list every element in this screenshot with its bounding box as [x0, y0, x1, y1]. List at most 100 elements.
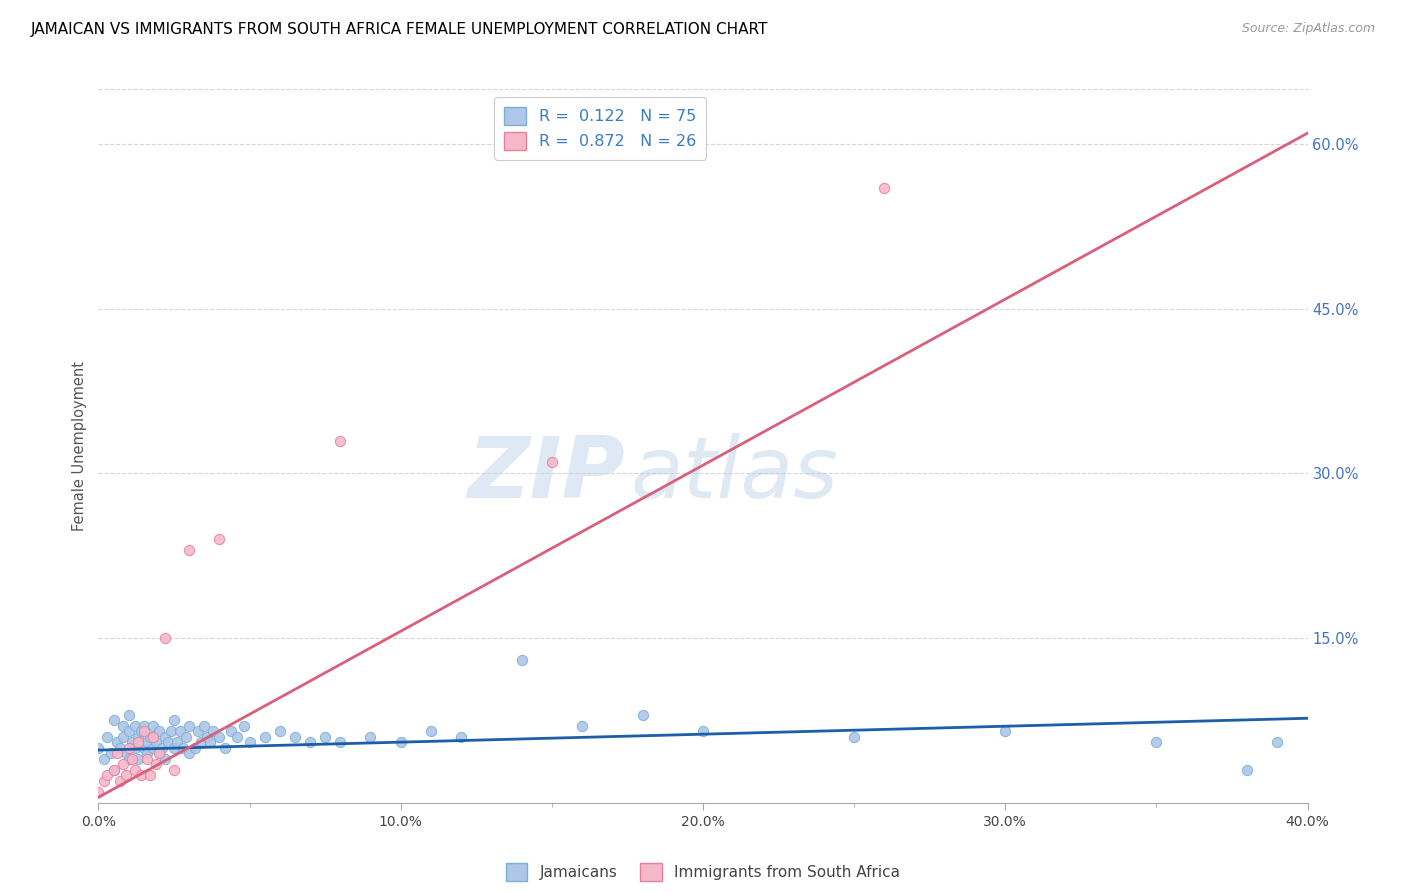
Point	[163, 763, 186, 777]
Point	[299, 735, 322, 749]
Point	[571, 719, 593, 733]
Point	[142, 740, 165, 755]
Point	[93, 752, 115, 766]
Point	[156, 735, 179, 749]
Point	[103, 763, 125, 777]
Text: JAMAICAN VS IMMIGRANTS FROM SOUTH AFRICA FEMALE UNEMPLOYMENT CORRELATION CHART: JAMAICAN VS IMMIGRANTS FROM SOUTH AFRICA…	[31, 22, 768, 37]
Point	[169, 724, 191, 739]
Point	[103, 763, 125, 777]
Point	[150, 740, 173, 755]
Point	[124, 740, 146, 755]
Text: ZIP: ZIP	[467, 433, 624, 516]
Point	[163, 714, 186, 728]
Text: atlas: atlas	[630, 433, 838, 516]
Legend: Jamaicans, Immigrants from South Africa: Jamaicans, Immigrants from South Africa	[501, 857, 905, 887]
Point	[121, 752, 143, 766]
Point	[172, 740, 194, 755]
Point	[253, 730, 276, 744]
Point	[118, 724, 141, 739]
Point	[87, 740, 110, 755]
Point	[145, 757, 167, 772]
Point	[132, 740, 155, 755]
Point	[132, 719, 155, 733]
Point	[631, 708, 654, 723]
Point	[994, 724, 1017, 739]
Point	[208, 533, 231, 547]
Point	[135, 735, 157, 749]
Point	[127, 752, 149, 766]
Point	[132, 724, 155, 739]
Point	[129, 768, 152, 782]
Point	[187, 724, 209, 739]
Point	[135, 752, 157, 766]
Point	[127, 735, 149, 749]
Y-axis label: Female Unemployment: Female Unemployment	[72, 361, 87, 531]
Point	[142, 719, 165, 733]
Point	[190, 735, 212, 749]
Point	[148, 747, 170, 761]
Point	[1267, 735, 1289, 749]
Point	[118, 708, 141, 723]
Point	[87, 785, 110, 799]
Point	[540, 455, 562, 469]
Point	[269, 724, 291, 739]
Point	[114, 747, 136, 761]
Point	[118, 740, 141, 755]
Point	[121, 735, 143, 749]
Point	[389, 735, 412, 749]
Point	[166, 735, 188, 749]
Point	[179, 747, 201, 761]
Point	[96, 768, 118, 782]
Point	[844, 730, 866, 744]
Point	[195, 730, 218, 744]
Point	[114, 768, 136, 782]
Point	[510, 653, 533, 667]
Point	[129, 724, 152, 739]
Point	[160, 724, 183, 739]
Point	[420, 724, 443, 739]
Point	[100, 747, 122, 761]
Point	[153, 631, 176, 645]
Point	[153, 730, 176, 744]
Point	[96, 730, 118, 744]
Point	[139, 730, 162, 744]
Point	[314, 730, 336, 744]
Point	[221, 724, 243, 739]
Point	[239, 735, 262, 749]
Point	[111, 757, 134, 772]
Point	[232, 719, 254, 733]
Point	[145, 735, 167, 749]
Point	[127, 730, 149, 744]
Point	[118, 752, 141, 766]
Point	[208, 730, 231, 744]
Point	[214, 740, 236, 755]
Point	[1236, 763, 1258, 777]
Point	[179, 543, 201, 558]
Point	[163, 740, 186, 755]
Point	[153, 752, 176, 766]
Point	[200, 735, 222, 749]
Text: Source: ZipAtlas.com: Source: ZipAtlas.com	[1241, 22, 1375, 36]
Point	[174, 730, 197, 744]
Point	[148, 747, 170, 761]
Point	[108, 740, 131, 755]
Point	[1144, 735, 1167, 749]
Point	[450, 730, 472, 744]
Point	[329, 434, 352, 448]
Point	[111, 719, 134, 733]
Point	[93, 773, 115, 788]
Point	[103, 714, 125, 728]
Point	[360, 730, 382, 744]
Point	[135, 747, 157, 761]
Point	[329, 735, 352, 749]
Point	[179, 719, 201, 733]
Point	[284, 730, 307, 744]
Point	[105, 747, 128, 761]
Point	[692, 724, 714, 739]
Point	[193, 719, 215, 733]
Point	[111, 730, 134, 744]
Point	[139, 768, 162, 782]
Point	[142, 730, 165, 744]
Point	[108, 773, 131, 788]
Point	[124, 763, 146, 777]
